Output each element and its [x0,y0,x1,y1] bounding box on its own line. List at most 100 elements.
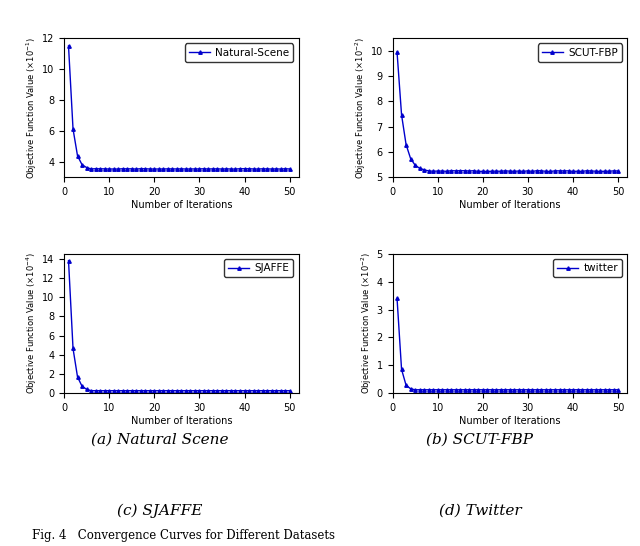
SJAFFE [115,388,122,394]
SCUT-FBP [515,168,523,174]
twitter [488,387,495,393]
SCUT-FBP [573,168,581,175]
SCUT-FBP [407,155,415,162]
twitter [610,387,618,393]
twitter [483,387,491,393]
SCUT-FBP [483,168,491,175]
Natural-Scene [87,165,95,172]
SJAFFE [87,388,95,394]
Natural-Scene [69,126,77,132]
SCUT-FBP [416,165,424,171]
SJAFFE [227,388,235,394]
Natural-Scene [232,166,239,173]
twitter [502,387,509,393]
Natural-Scene [115,166,122,173]
Natural-Scene [241,165,248,172]
twitter [416,387,424,393]
SCUT-FBP [393,49,401,55]
SCUT-FBP [461,168,468,174]
Natural-Scene [106,166,113,173]
SCUT-FBP [596,168,604,175]
twitter [461,387,468,393]
twitter [520,387,527,393]
twitter [470,387,477,393]
Natural-Scene [236,165,244,172]
SJAFFE [110,388,118,394]
Natural-Scene [150,166,158,173]
SJAFFE [132,388,140,394]
SJAFFE [100,388,108,394]
SJAFFE [223,388,230,394]
SCUT-FBP [502,168,509,174]
SJAFFE [65,257,72,264]
twitter [596,387,604,393]
twitter [569,387,577,393]
SCUT-FBP [560,168,568,174]
Natural-Scene [137,165,145,172]
twitter [497,387,505,393]
Natural-Scene [146,165,154,172]
Natural-Scene [110,166,118,173]
twitter [538,387,545,393]
SJAFFE [119,388,127,394]
SJAFFE [141,388,149,394]
Y-axis label: Objective Function Value ($\times 10^{-1}$): Objective Function Value ($\times 10^{-1… [25,37,39,179]
SCUT-FBP [578,168,586,175]
Natural-Scene [259,165,266,172]
SJAFFE [155,388,163,394]
Line: twitter: twitter [396,296,620,391]
twitter [588,387,595,393]
Text: Fig. 4   Convergence Curves for Different Datasets: Fig. 4 Convergence Curves for Different … [32,529,335,542]
SCUT-FBP [506,168,514,175]
twitter [429,387,437,393]
SJAFFE [124,388,131,394]
SCUT-FBP [456,168,464,174]
Natural-Scene [286,165,294,172]
SJAFFE [254,388,262,394]
twitter [402,382,410,389]
SJAFFE [263,388,271,394]
Natural-Scene [245,165,253,172]
SCUT-FBP [614,168,622,174]
Natural-Scene [155,166,163,173]
twitter [420,387,428,393]
SJAFFE [92,388,99,394]
SCUT-FBP [420,167,428,173]
SCUT-FBP [605,168,613,175]
Legend: SCUT-FBP: SCUT-FBP [538,44,622,62]
twitter [533,387,541,393]
twitter [465,387,473,393]
SJAFFE [96,388,104,394]
SCUT-FBP [497,168,505,175]
SCUT-FBP [564,168,572,174]
Natural-Scene [168,165,176,172]
Natural-Scene [159,165,167,172]
twitter [425,387,433,393]
twitter [511,387,518,393]
Natural-Scene [263,165,271,172]
Natural-Scene [282,165,289,172]
twitter [443,387,451,393]
SJAFFE [209,388,217,394]
SCUT-FBP [470,168,477,174]
Y-axis label: Objective Function Value ($\times 10^{-4}$): Objective Function Value ($\times 10^{-4… [25,253,39,394]
Natural-Scene [164,165,172,172]
SJAFFE [282,388,289,394]
SJAFFE [164,388,172,394]
Natural-Scene [128,165,136,172]
SCUT-FBP [520,168,527,175]
SJAFFE [74,373,81,380]
Natural-Scene [78,162,86,168]
twitter [556,387,563,393]
SJAFFE [186,388,194,394]
SJAFFE [214,388,221,394]
SCUT-FBP [610,168,618,174]
SCUT-FBP [547,168,554,175]
SCUT-FBP [443,168,451,175]
SJAFFE [173,388,180,394]
SCUT-FBP [474,168,482,175]
Natural-Scene [276,166,284,173]
twitter [474,387,482,393]
SJAFFE [159,388,167,394]
Natural-Scene [132,166,140,173]
